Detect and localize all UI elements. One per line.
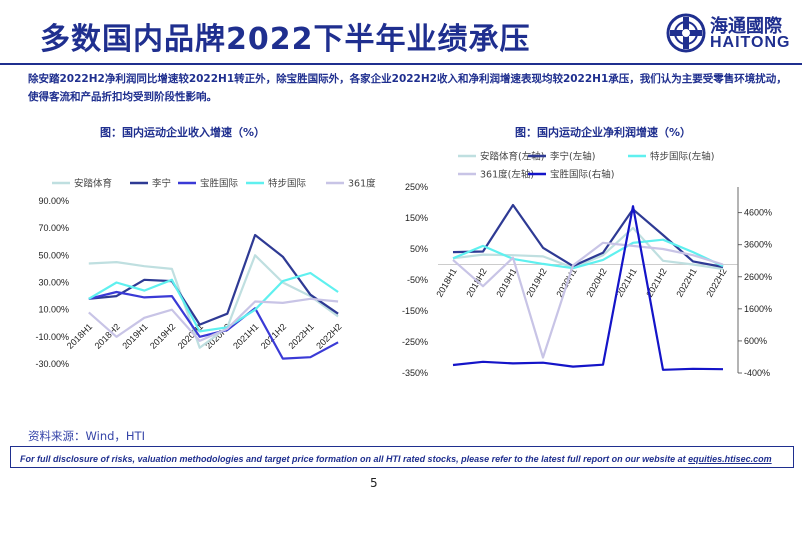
disclosure-text: For full disclosure of risks, valuation … bbox=[20, 454, 772, 464]
logo-chinese-text: 海通國際 bbox=[710, 16, 782, 37]
chart2-series-line bbox=[452, 238, 724, 270]
chart2-x-tick: 2018H2 bbox=[464, 267, 488, 299]
chart1-y-tick: 30.00% bbox=[38, 278, 69, 288]
chart2-legend-label: 李宁(左轴) bbox=[550, 151, 595, 163]
chart1-title: 图：国内运动企业收入增速（%） bbox=[100, 126, 266, 139]
chart1-legend-label: 安踏体育 bbox=[74, 178, 112, 190]
logo-english-text: HAITONG bbox=[710, 34, 791, 51]
chart1-y-tick: -10.00% bbox=[35, 332, 69, 342]
chart2-left-y-tick: 250% bbox=[405, 182, 428, 192]
chart2-left-y-tick: -150% bbox=[402, 306, 428, 316]
chart2-series-line bbox=[452, 205, 724, 371]
chart1-legend-label: 李宁 bbox=[152, 178, 171, 190]
chart1-legend-label: 宝胜国际 bbox=[200, 178, 239, 190]
chart1-y-tick: 70.00% bbox=[38, 223, 69, 233]
disclosure-frame bbox=[10, 446, 794, 468]
chart2-x-tick: 2020H2 bbox=[584, 267, 608, 299]
chart2-right-y-tick: 600% bbox=[744, 336, 767, 346]
chart2-series-line bbox=[452, 226, 724, 271]
chart2-left-y-tick: 150% bbox=[405, 213, 428, 223]
chart2-right-y-tick: 2600% bbox=[744, 272, 772, 282]
chart2-title: 图：国内运动企业净利润增速（%） bbox=[515, 126, 692, 139]
chart1-y-tick: -30.00% bbox=[35, 359, 69, 369]
chart2-x-tick: 2022H2 bbox=[704, 267, 728, 299]
chart2-left-y-tick: -50% bbox=[407, 275, 428, 285]
chart1-series-line bbox=[88, 233, 339, 326]
chart2-right-y-tick: 3600% bbox=[744, 240, 772, 250]
chart1-y-tick: 50.00% bbox=[38, 250, 69, 260]
chart2-right-y-tick: 1600% bbox=[744, 304, 772, 314]
chart2-legend-label: 宝胜国际(右轴) bbox=[550, 169, 614, 181]
chart1-series-line bbox=[88, 297, 339, 342]
disclosure-body: For full disclosure of risks, valuation … bbox=[20, 454, 689, 464]
chart2-legend-label: 特步国际(左轴) bbox=[650, 151, 714, 163]
chart2-left-y-tick: -250% bbox=[402, 337, 428, 347]
chart2-right-y-tick: 4600% bbox=[744, 208, 772, 218]
chart1-y-tick: 90.00% bbox=[38, 196, 69, 206]
chart2-left-y-tick: -350% bbox=[402, 368, 428, 378]
chart1-legend-label: 特步国际 bbox=[268, 178, 307, 190]
summary-text: 除安踏2022H2净利润同比增速较2022H1转正外，除宝胜国际外，各家企业20… bbox=[28, 73, 787, 103]
chart1-series-line bbox=[88, 271, 339, 333]
source-note: 资料来源：Wind，HTI bbox=[28, 429, 145, 443]
chart1-legend-label: 361度 bbox=[348, 178, 376, 190]
chart2-legend-label: 安踏体育(左轴) bbox=[480, 151, 544, 163]
chart2-x-tick: 2018H1 bbox=[434, 267, 458, 299]
header-divider bbox=[0, 63, 802, 65]
chart2-legend-label: 361度(左轴) bbox=[480, 169, 534, 181]
chart2-right-y-tick: -400% bbox=[744, 368, 770, 378]
haitong-logo: 海通國際 HAITONG bbox=[666, 10, 796, 56]
chart2-series-line bbox=[452, 241, 724, 359]
haitong-emblem-icon bbox=[666, 13, 706, 53]
chart2-left-y-tick: 50% bbox=[410, 244, 428, 254]
chart1-y-tick: 10.00% bbox=[38, 305, 69, 315]
disclosure-link[interactable]: equities.htisec.com bbox=[688, 454, 772, 464]
chart1-series-line bbox=[88, 290, 339, 360]
chart2-x-tick: 2022H1 bbox=[674, 267, 698, 299]
page-number: 5 bbox=[370, 476, 378, 490]
chart1-series-line bbox=[88, 254, 339, 349]
page-title: 多数国内品牌2022下半年业绩承压 bbox=[40, 22, 531, 57]
chart2-x-tick: 2019H2 bbox=[524, 267, 548, 299]
chart2-series-line bbox=[452, 203, 724, 269]
